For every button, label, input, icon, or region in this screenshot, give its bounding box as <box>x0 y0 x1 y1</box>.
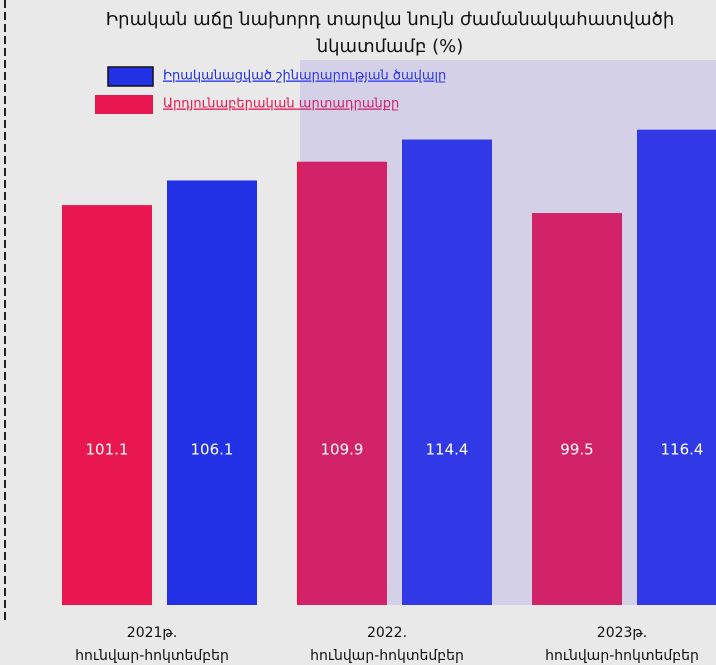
x-tick-label: հունվար-հոկտեմբեր <box>545 648 699 664</box>
bar <box>532 213 622 605</box>
legend-label: Արդյունաբերական արտադրանքը <box>163 97 399 112</box>
chart-title: Իրական աճը նախորդ տարվա նույն ժամանակահա… <box>106 9 675 30</box>
value-label: 109.9 <box>321 441 364 459</box>
bar <box>637 129 716 605</box>
x-tick-label: 2021թ. <box>127 625 177 641</box>
value-label: 101.1 <box>86 441 129 459</box>
value-label: 106.1 <box>191 441 234 459</box>
highlight <box>300 60 716 605</box>
x-tick-label: 2023թ. <box>597 625 647 641</box>
x-tick-label: հունվար-հոկտեմբեր <box>75 648 229 664</box>
chart-title: նկատմամբ (%) <box>316 36 464 57</box>
legend-swatch <box>107 66 154 87</box>
value-label: 114.4 <box>426 441 469 459</box>
value-label: 99.5 <box>560 441 593 459</box>
value-label: 116.4 <box>661 441 704 459</box>
x-tick-label: հունվար-հոկտեմբեր <box>310 648 464 664</box>
legend-label: Իրականացված շինարարության ծավալը <box>163 69 446 84</box>
bar <box>167 180 257 606</box>
x-tick-label: 2022. <box>367 625 407 641</box>
bar <box>402 139 492 605</box>
bar <box>297 161 387 605</box>
bar <box>62 205 152 605</box>
legend-swatch <box>95 95 153 114</box>
